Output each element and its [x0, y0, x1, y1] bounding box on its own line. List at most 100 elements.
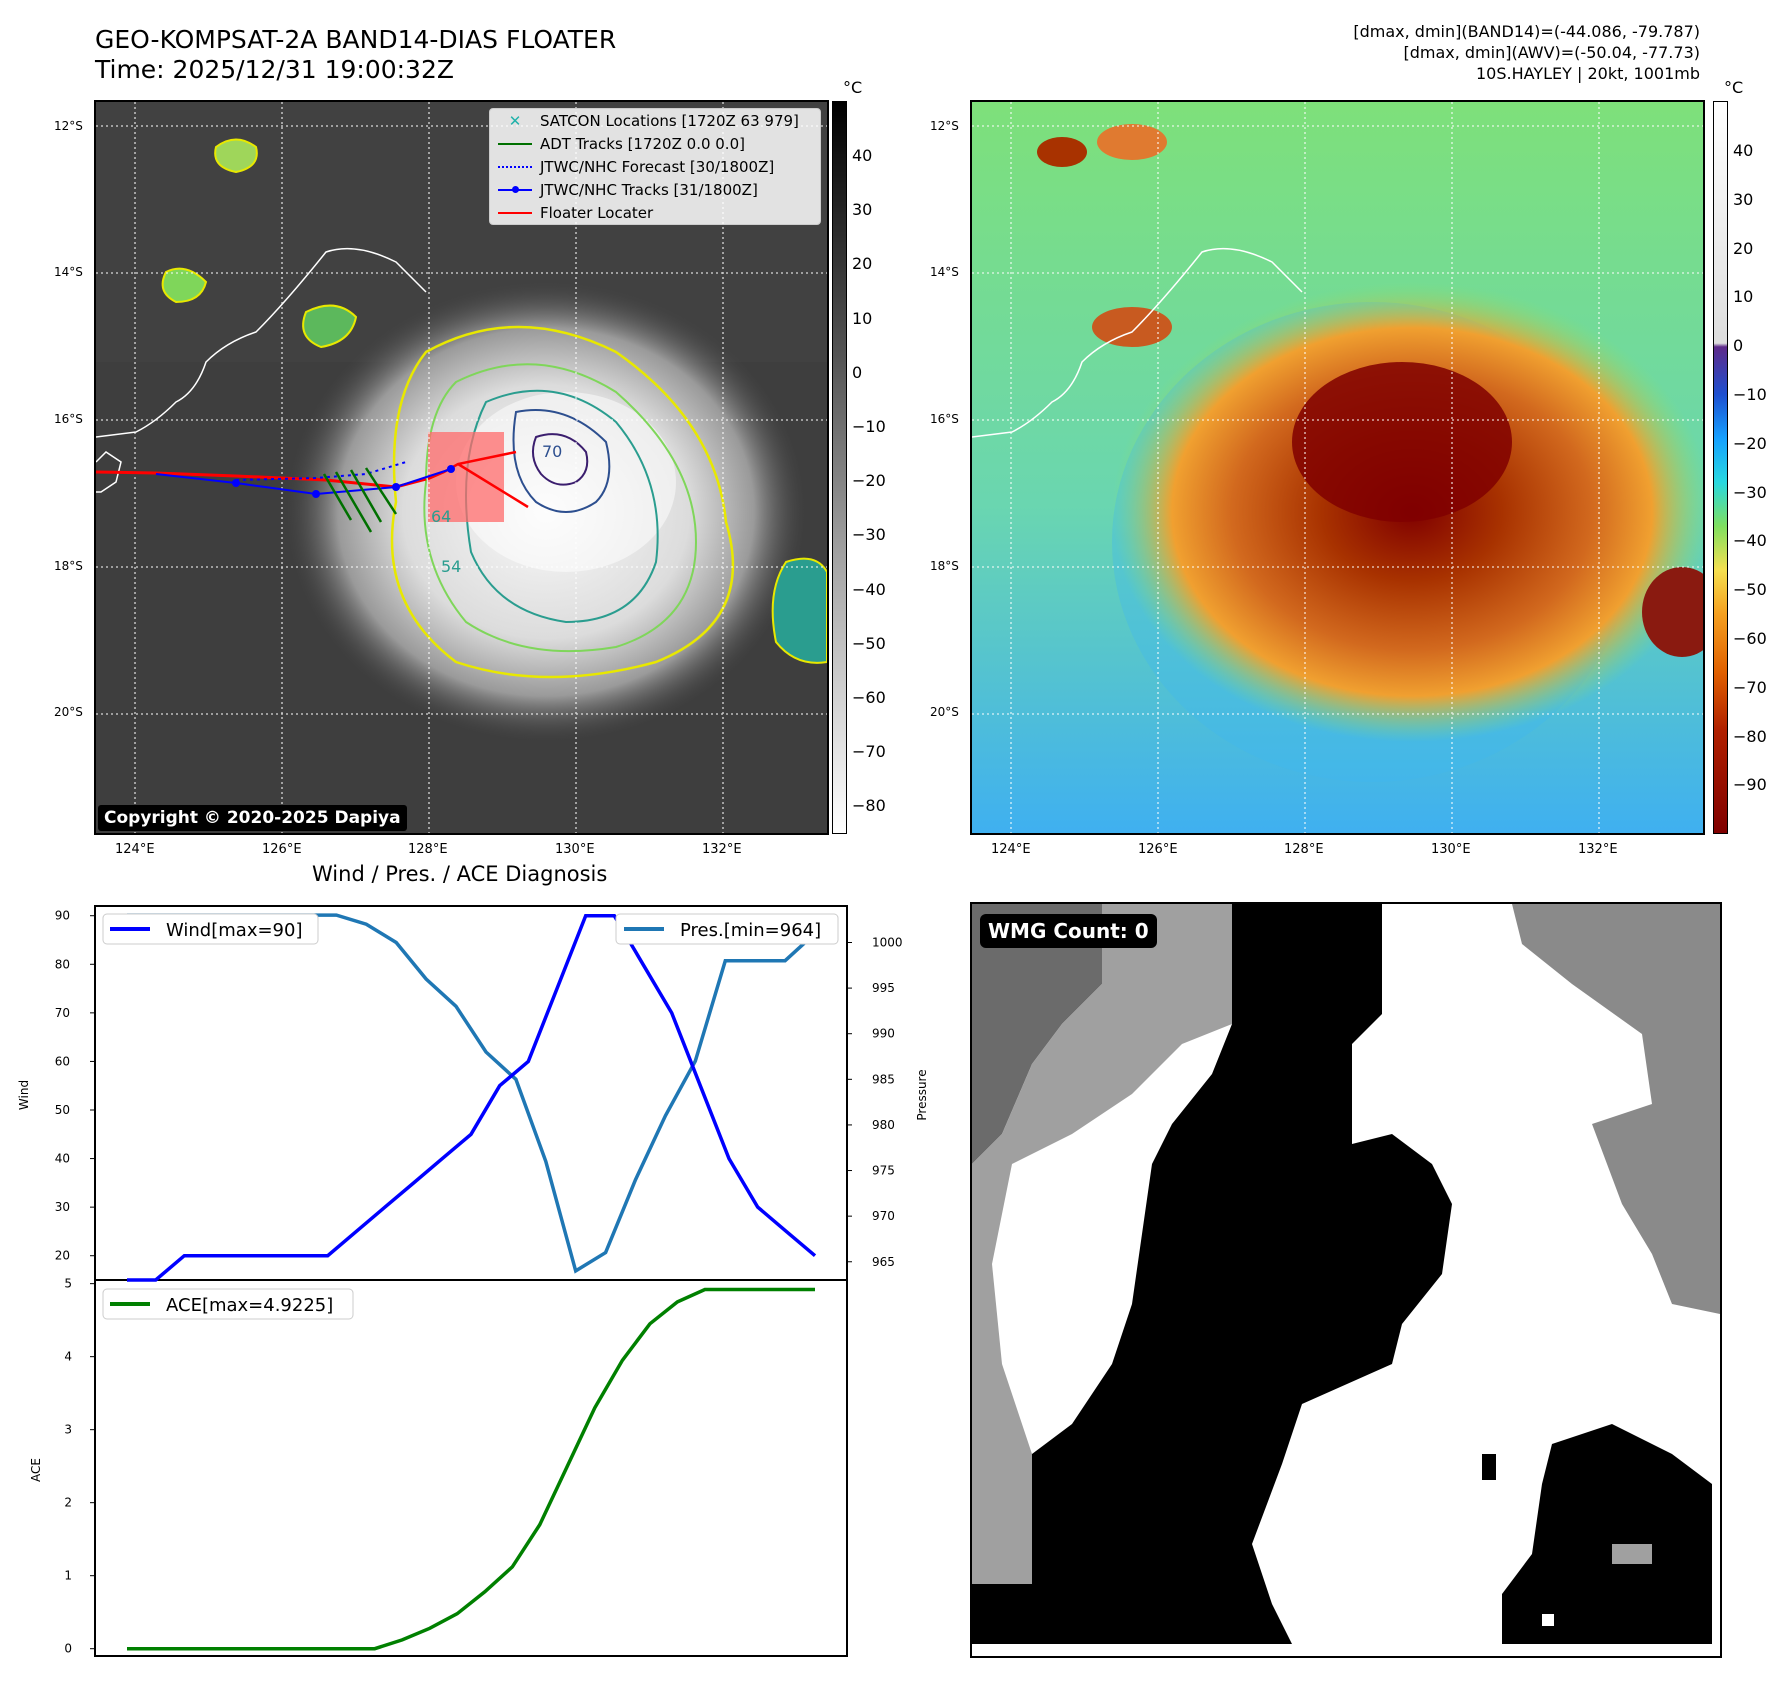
lat-tick-label: 14°S: [54, 265, 83, 279]
lon-tick-label: 124°E: [115, 842, 155, 857]
forecast-line-icon: [498, 161, 532, 173]
colorbar-tick-label: −80: [852, 796, 886, 816]
lon-tick-label: 128°E: [408, 842, 448, 857]
legend-satcon: ✕ SATCON Locations [1720Z 63 979]: [490, 109, 820, 132]
wind-legend: Wind[max=90]: [102, 913, 319, 945]
lon-tick-label: 130°E: [555, 842, 595, 857]
lat-tick-label: 16°S: [54, 412, 83, 426]
lat-tick-label: 14°S: [930, 265, 959, 279]
contour-label: 54: [441, 557, 461, 576]
wind-tick: 70: [55, 1006, 70, 1020]
lat-tick-label: 20°S: [930, 705, 959, 719]
ace-tick: 1: [64, 1569, 72, 1583]
wind-series-line: [127, 913, 817, 1282]
grayscale-colorbar: [832, 101, 847, 834]
colorbar-tick-label: −20: [1733, 433, 1767, 453]
satcon-marker-icon: ✕: [508, 111, 522, 130]
color-ir-svg: [972, 102, 1703, 833]
contour-label: 70: [542, 442, 562, 461]
legend-adt: ADT Tracks [1720Z 0.0 0.0]: [490, 132, 820, 155]
info-band14: [dmax, dmin](BAND14)=(-44.086, -79.787): [1353, 22, 1700, 41]
lon-tick-label: 126°E: [262, 842, 302, 857]
wind-tick: 60: [55, 1054, 70, 1068]
pressure-tick: 975: [872, 1164, 895, 1178]
grid-lines: [972, 102, 1703, 833]
wmg-count-badge: WMG Count: 0: [980, 914, 1157, 948]
copyright-label: Copyright © 2020-2025 Dapiya: [98, 805, 407, 831]
map-legend: ✕ SATCON Locations [1720Z 63 979] ADT Tra…: [489, 108, 821, 225]
pressure-tick: 1000: [872, 936, 903, 950]
info-awv: [dmax, dmin](AWV)=(-50.04, -77.73): [1403, 43, 1700, 62]
colorbar-tick-label: −50: [852, 633, 886, 653]
contour-label: 64: [431, 507, 451, 526]
colorbar-tick-label: 20: [852, 254, 873, 274]
lon-tick-label: 130°E: [1431, 842, 1471, 857]
ace-ylabel: ACE: [29, 1458, 43, 1482]
legend-floater: Floater Locater: [490, 201, 820, 224]
lat-tick-label: 16°S: [930, 412, 959, 426]
figure-title: GEO-KOMPSAT-2A BAND14-DIAS FLOATER: [95, 25, 617, 54]
lat-tick-label: 12°S: [930, 119, 959, 133]
pressure-ylabel: Pressure: [915, 1069, 929, 1120]
wind-legend-label: Wind[max=90]: [166, 920, 303, 941]
pressure-tick: 970: [872, 1209, 895, 1223]
lon-tick-label: 126°E: [1138, 842, 1178, 857]
pressure-legend: Pres.[min=964]: [615, 913, 839, 945]
pressure-tick: 980: [872, 1118, 895, 1132]
colorbar-tick-label: −80: [1733, 726, 1767, 746]
ace-series-line: [127, 1287, 815, 1651]
ace-tick: 2: [64, 1496, 72, 1510]
lon-tick-label: 128°E: [1284, 842, 1324, 857]
color-colorbar: [1713, 101, 1728, 834]
lat-tick-label: 12°S: [54, 119, 83, 133]
colorbar-tick-label: −40: [852, 579, 886, 599]
track-point: [447, 465, 455, 473]
ace-tick: 0: [64, 1642, 72, 1656]
colorbar-tick-label: 40: [1733, 141, 1754, 160]
pressure-tick: 990: [872, 1027, 895, 1041]
lon-tick-label: 132°E: [1578, 842, 1618, 857]
colorbar-tick-label: 0: [1733, 336, 1744, 356]
colorbar-tick-label: −10: [1733, 385, 1767, 404]
ace-legend-label: ACE[max=4.9225]: [166, 1295, 333, 1316]
colorbar-tick-label: −50: [1733, 580, 1767, 600]
colorbar-tick-label: 0: [852, 362, 863, 382]
color-ir-map: [970, 100, 1705, 835]
pressure-tick: 985: [872, 1072, 895, 1086]
colorbar-tick-label: −60: [1733, 629, 1767, 648]
track-line-icon: [498, 184, 532, 196]
colorbar-tick-label: −20: [852, 471, 886, 491]
lat-tick-label: 18°S: [54, 559, 83, 573]
color-unit: °C: [1724, 78, 1744, 97]
colorbar-tick-label: 20: [1733, 238, 1754, 258]
colorbar-tick-label: −60: [852, 688, 886, 707]
colorbar-tick-label: −70: [1733, 677, 1767, 697]
ace-tick: 3: [64, 1423, 72, 1437]
colorbar-tick-label: −40: [1733, 531, 1767, 551]
ace-legend: ACE[max=4.9225]: [102, 1288, 354, 1320]
wmg-panel: WMG Count: 0: [970, 902, 1722, 1658]
diagnosis-chart: 2030405060708090100099599098598097597096…: [17, 905, 929, 1657]
colorbar-tick-label: 30: [852, 200, 873, 220]
colorbar-tick-label: −30: [1733, 482, 1767, 502]
track-point: [232, 479, 240, 487]
floater-line-icon: [498, 207, 532, 219]
colorbar-tick-label: −70: [852, 742, 886, 762]
wind-tick: 50: [55, 1103, 70, 1117]
lon-tick-label: 124°E: [991, 842, 1031, 857]
diagnosis-title: Wind / Pres. / ACE Diagnosis: [312, 862, 608, 886]
colorbar-tick-label: 10: [1733, 287, 1754, 307]
track-point: [392, 483, 400, 491]
wind-tick: 20: [55, 1249, 70, 1263]
track-point: [312, 490, 320, 498]
lat-tick-label: 20°S: [54, 705, 83, 719]
pressure-legend-label: Pres.[min=964]: [680, 920, 821, 941]
wind-tick: 80: [55, 957, 70, 971]
wind-tick: 90: [55, 909, 70, 923]
pressure-tick: 995: [872, 981, 895, 995]
ace-tick: 5: [64, 1277, 72, 1291]
colorbar-tick-label: −10: [852, 417, 886, 436]
pressure-tick: 965: [872, 1255, 895, 1269]
grayscale-unit: °C: [843, 78, 863, 97]
figure-time: Time: 2025/12/31 19:00:32Z: [95, 55, 454, 84]
